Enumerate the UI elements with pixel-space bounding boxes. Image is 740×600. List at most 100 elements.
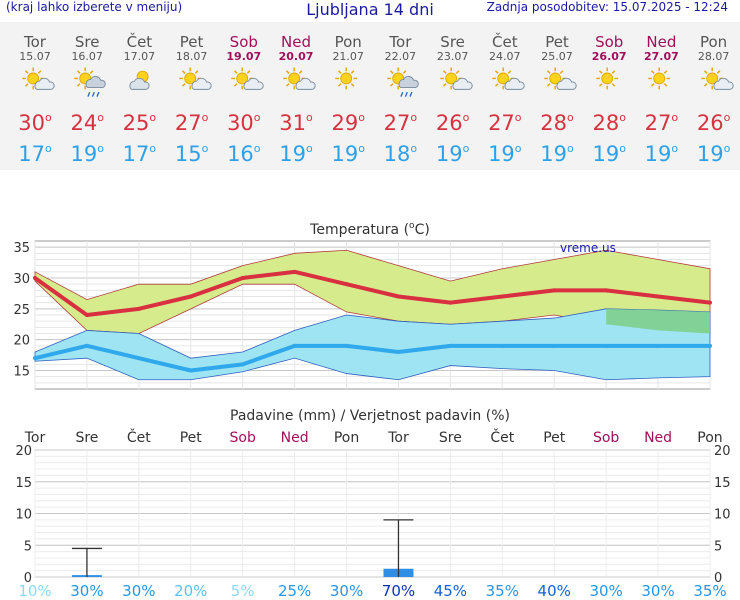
day-name: Sob [229,33,258,51]
degree-sign: o [567,142,574,155]
day-column: Pon 28.07 26o 19o [688,22,740,167]
precipitation-probability-label: 30% [122,582,155,600]
day-date: 18.07 [175,50,208,63]
precipitation-probability-label: 70% [382,582,415,600]
sunny-icon [635,65,687,105]
day-column: Sre 23.07 26o 19o [427,22,479,167]
day-column: Tor 15.07 30o 17o [9,22,61,167]
day-column: Pon 21.07 29o 19o [322,22,374,167]
page-title: Ljubljana 14 dni [306,0,434,19]
partly-sunny-icon [270,65,322,105]
chart-title: Padavine (mm) / Verjetnost padavin (%) [230,408,510,424]
day-name: Čet [492,33,518,51]
day-name: Sre [440,33,465,51]
precipitation-chart: Padavine (mm) / Verjetnost padavin (%) To… [15,408,730,600]
x-category-label: Pet [180,430,203,446]
day-date: 15.07 [19,50,51,63]
day-name: Sre [74,33,100,51]
precipitation-probability-label: 30% [70,582,103,600]
min-temperature: 19o [322,136,374,167]
x-category-label: Ned [281,430,309,446]
max-temperature-point [136,306,141,311]
precipitation-probability-label: 30% [589,582,622,600]
min-temperature-value: 19 [592,142,620,166]
day-date: 21.07 [332,50,364,63]
x-category-label: Čet [490,428,514,446]
sunny-icon [583,65,635,105]
degree-sign: o [45,142,52,155]
day-name: Tor [24,33,46,51]
min-temperature-point [84,343,89,348]
degree-sign: o [149,111,157,124]
min-temperature-value: 19 [435,142,463,166]
x-category-label: Tor [387,430,409,446]
day-date: 27.07 [643,50,679,63]
watermark: vreme.us [560,241,616,255]
day-name: Tor [389,33,412,51]
x-category-label: Pon [334,430,359,446]
max-temperature: 28o [531,105,583,136]
day-name: Pet [179,33,204,51]
min-temperature-value: 17 [18,142,45,166]
max-temperature-value: 28 [592,111,620,135]
max-temperature-point [708,300,712,305]
max-temperature-point [656,294,661,299]
min-temperature-value: 18 [383,142,411,166]
y-tick-label: 20 [13,334,30,349]
max-temperature: 27o [374,105,426,136]
max-temperature-value: 26 [696,111,724,135]
menu-hint: (kraj lahko izberete v meniju) [6,0,183,14]
max-temperature: 29o [322,105,374,136]
day-name: Čet [126,33,153,51]
max-temperature-point [552,288,557,293]
day-date: 17.07 [123,50,156,63]
max-temperature-point [500,294,505,299]
y-tick-label: 15 [13,365,30,380]
y-tick-label-left: 15 [15,476,32,491]
degree-sign: o [306,111,313,124]
y-tick-label-left: 5 [24,539,32,554]
degree-sign: o [671,111,679,124]
day-column: Pet 18.07 27o 15o [166,22,218,167]
min-temperature-value: 19 [488,142,515,166]
y-tick-label: 35 [13,241,30,256]
day-date: 23.07 [436,50,469,63]
day-date: 16.07 [71,50,103,63]
min-temperature-value: 17 [122,142,150,166]
min-temperature-point [344,343,349,348]
min-temperature-point [656,343,661,348]
max-temperature-point [292,269,297,274]
min-temperature: 19o [270,136,322,167]
precipitation-probability-label: 30% [641,582,674,600]
min-temperature-value: 19 [70,142,98,166]
day-name: Sob [595,33,624,51]
degree-sign: o [409,221,415,231]
day-date: 20.07 [278,50,314,63]
max-temperature-point [448,300,453,305]
min-temperature-value: 19 [644,142,672,166]
degree-sign: o [253,111,261,124]
min-temperature-point [396,350,401,354]
min-temperature: 19o [479,136,531,167]
precipitation-probability-label: 35% [486,582,519,600]
x-category-label: Sob [593,430,619,446]
day-name: Ned [646,33,677,51]
day-name: Pet [545,33,569,51]
min-temperature: 19o [531,136,583,167]
max-temperature-value: 24 [70,111,98,135]
x-category-label: Tor [24,430,46,446]
partly-sunny-icon [688,65,740,105]
min-temperature: 19o [427,136,479,167]
max-temperature: 31o [270,105,322,136]
max-temperature-value: 28 [540,111,567,135]
max-temperature: 28o [583,105,635,136]
partly-sunny-icon [166,65,218,105]
min-temperature: 17o [113,136,165,167]
cloudy-sun-icon [113,65,165,105]
min-temperature: 19o [688,136,740,167]
chart-title-unit: C) [415,222,430,238]
day-date: 28.07 [697,50,730,63]
degree-sign: o [306,142,313,155]
degree-sign: o [97,142,104,155]
day-date: 22.07 [384,50,417,63]
